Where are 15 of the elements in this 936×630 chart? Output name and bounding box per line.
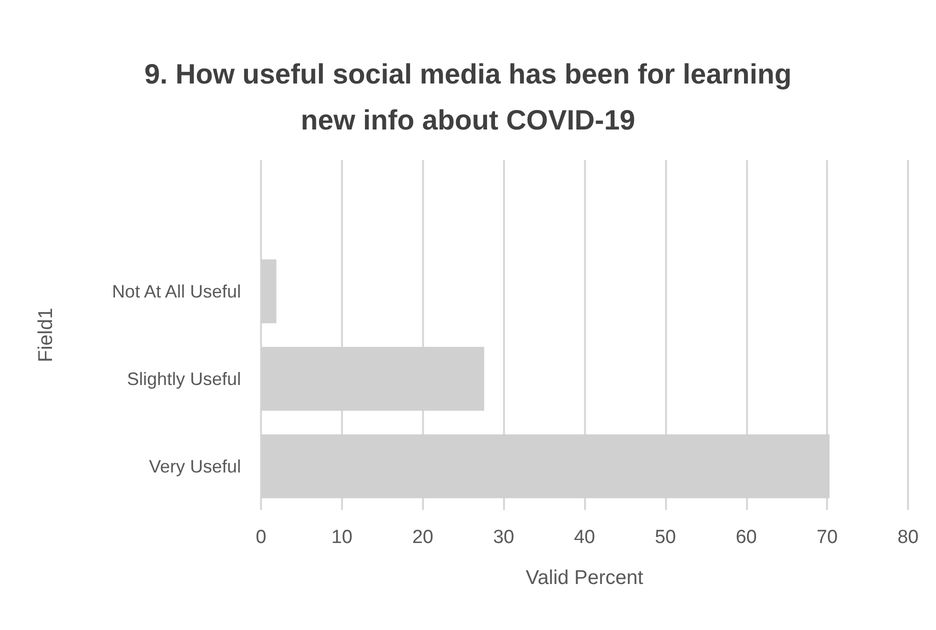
x-tick-label: 20: [412, 527, 434, 548]
x-axis-title: Valid Percent: [526, 567, 644, 589]
y-tick-label: Not At All Useful: [112, 281, 241, 302]
x-tick-label: 60: [736, 527, 757, 548]
x-tick-label: 70: [816, 527, 838, 548]
y-tick-label: Slightly Useful: [126, 368, 241, 389]
x-tick-label: 0: [256, 527, 266, 548]
x-tick-label: 40: [574, 527, 596, 548]
x-tick-label: 10: [331, 527, 352, 548]
chart-title: 9. How useful social media has been for learning new info about COVID-19: [144, 58, 792, 136]
y-tick-label: Very Useful: [148, 456, 241, 476]
x-tick-label: 30: [493, 527, 514, 548]
x-tick-label: 80: [897, 527, 919, 548]
x-tick-label: 50: [654, 527, 676, 548]
y-axis-title: Field1: [35, 308, 57, 362]
